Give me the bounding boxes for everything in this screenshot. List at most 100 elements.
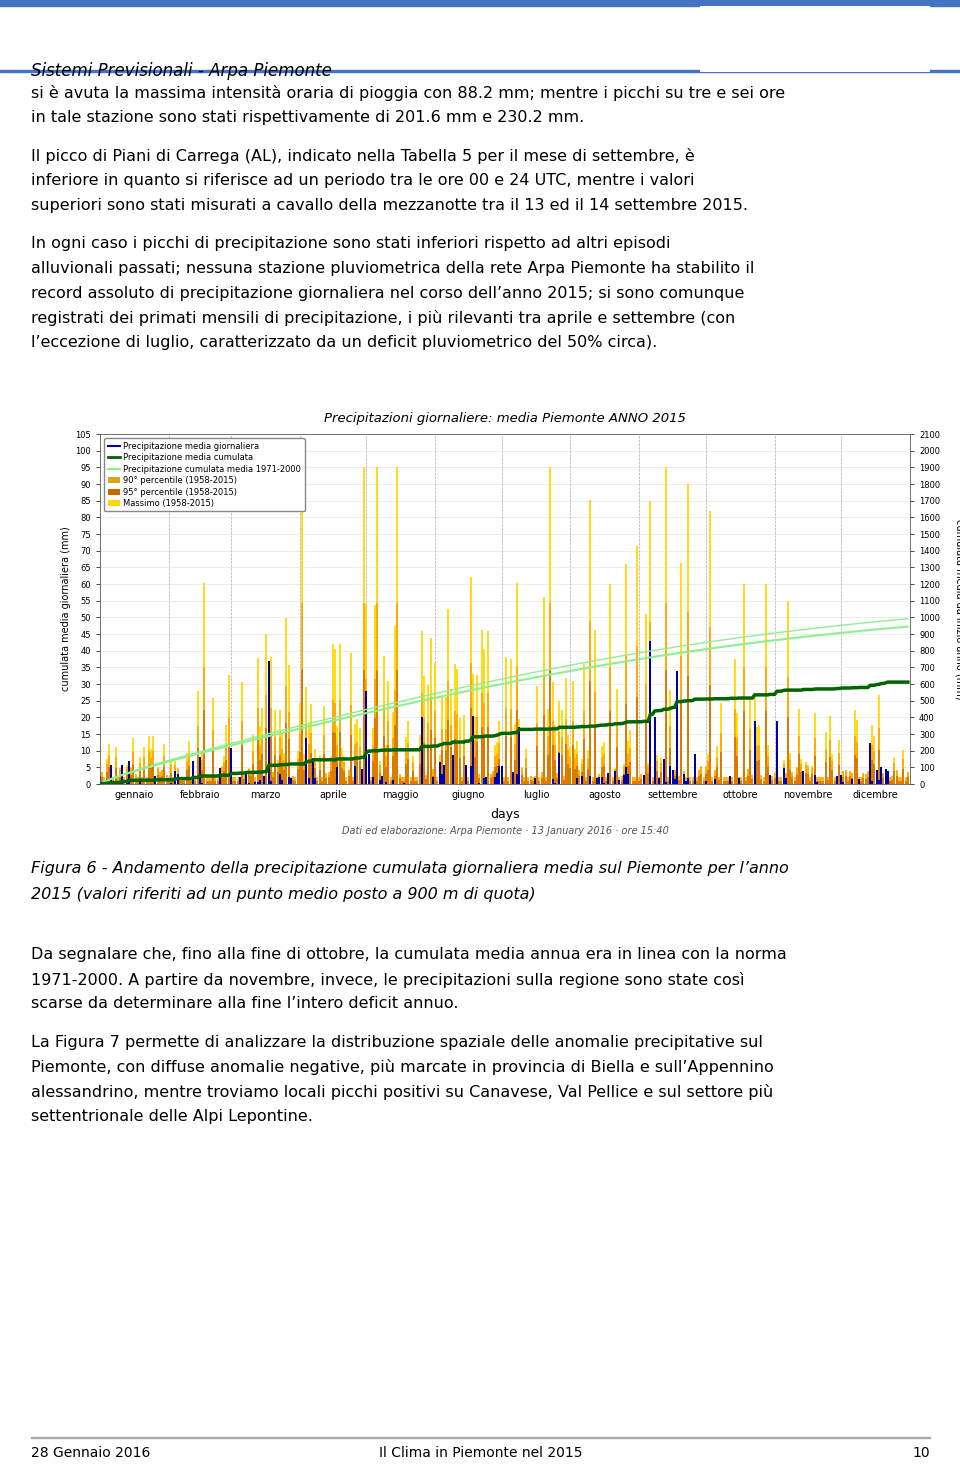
Bar: [339, 643, 341, 785]
Bar: [117, 780, 119, 785]
Bar: [787, 600, 789, 785]
Bar: [466, 766, 468, 785]
Bar: [469, 576, 471, 785]
Bar: [236, 780, 239, 785]
Bar: [268, 751, 270, 785]
Bar: [576, 766, 578, 785]
Bar: [634, 780, 636, 785]
Bar: [607, 777, 610, 785]
Bar: [471, 742, 474, 785]
Bar: [681, 704, 683, 785]
Bar: [385, 782, 387, 785]
Bar: [383, 736, 385, 785]
Bar: [787, 717, 789, 785]
Bar: [248, 769, 250, 785]
Bar: [843, 773, 845, 785]
Bar: [490, 777, 492, 785]
Bar: [447, 681, 449, 785]
Bar: [691, 777, 693, 785]
Bar: [132, 738, 134, 785]
Bar: [354, 766, 356, 785]
Bar: [130, 767, 132, 785]
Bar: [423, 718, 425, 785]
Bar: [265, 634, 268, 785]
Precipitazione cumulata media 1971-2000: [316, 714, 327, 732]
Bar: [343, 772, 345, 785]
Bar: [816, 777, 818, 785]
Bar: [784, 776, 787, 785]
Bar: [454, 664, 456, 785]
Bar: [754, 749, 756, 785]
Bar: [354, 724, 356, 785]
Bar: [259, 780, 261, 785]
Bar: [588, 749, 589, 785]
Bar: [585, 777, 587, 785]
Bar: [640, 779, 642, 785]
Bar: [449, 689, 451, 785]
Bar: [505, 658, 507, 785]
Bar: [334, 704, 336, 785]
Bar: [330, 763, 332, 785]
Bar: [432, 770, 434, 785]
Bar: [594, 727, 596, 785]
Bar: [332, 701, 334, 785]
Bar: [811, 766, 813, 785]
Bar: [612, 777, 613, 785]
Bar: [278, 755, 280, 785]
Bar: [665, 670, 667, 785]
Line: Precipitazione media cumulata: Precipitazione media cumulata: [100, 683, 908, 783]
Bar: [212, 698, 214, 785]
Bar: [853, 709, 855, 785]
Bar: [126, 767, 128, 785]
Bar: [366, 605, 368, 785]
Bar: [803, 780, 804, 785]
Bar: [572, 721, 574, 785]
Bar: [241, 721, 243, 785]
Bar: [430, 730, 432, 785]
Bar: [596, 780, 598, 785]
Bar: [632, 780, 634, 785]
Bar: [210, 777, 212, 785]
Bar: [170, 761, 172, 785]
Bar: [177, 769, 179, 785]
Bar: [736, 712, 738, 785]
Bar: [452, 777, 454, 785]
Bar: [725, 780, 727, 785]
Bar: [809, 777, 811, 785]
Text: settentrionale delle Alpi Lepontine.: settentrionale delle Alpi Lepontine.: [31, 1108, 313, 1123]
Bar: [858, 780, 860, 785]
Bar: [170, 773, 172, 785]
Bar: [376, 670, 378, 785]
Bar: [782, 772, 784, 785]
Bar: [776, 780, 778, 785]
Text: ottobre: ottobre: [723, 791, 758, 800]
Bar: [474, 717, 476, 785]
Bar: [843, 782, 845, 785]
Bar: [496, 742, 498, 785]
Bar: [556, 777, 558, 785]
Text: gennaio: gennaio: [115, 791, 154, 800]
Bar: [197, 748, 199, 785]
Bar: [743, 711, 745, 785]
Bar: [412, 772, 414, 785]
Bar: [891, 782, 893, 785]
Bar: [578, 770, 581, 785]
Bar: [720, 702, 722, 785]
Bar: [649, 501, 651, 785]
Bar: [647, 766, 649, 785]
Bar: [441, 729, 443, 785]
Bar: [709, 511, 711, 785]
Bar: [290, 777, 292, 785]
Bar: [552, 721, 554, 785]
Bar: [474, 740, 476, 785]
Bar: [872, 745, 874, 785]
Bar: [754, 693, 756, 785]
Bar: [336, 745, 339, 785]
Bar: [496, 773, 498, 785]
Bar: [283, 770, 285, 785]
Bar: [569, 746, 571, 785]
Bar: [317, 777, 319, 785]
Bar: [434, 662, 436, 785]
Bar: [525, 769, 527, 785]
Bar: [275, 738, 276, 785]
